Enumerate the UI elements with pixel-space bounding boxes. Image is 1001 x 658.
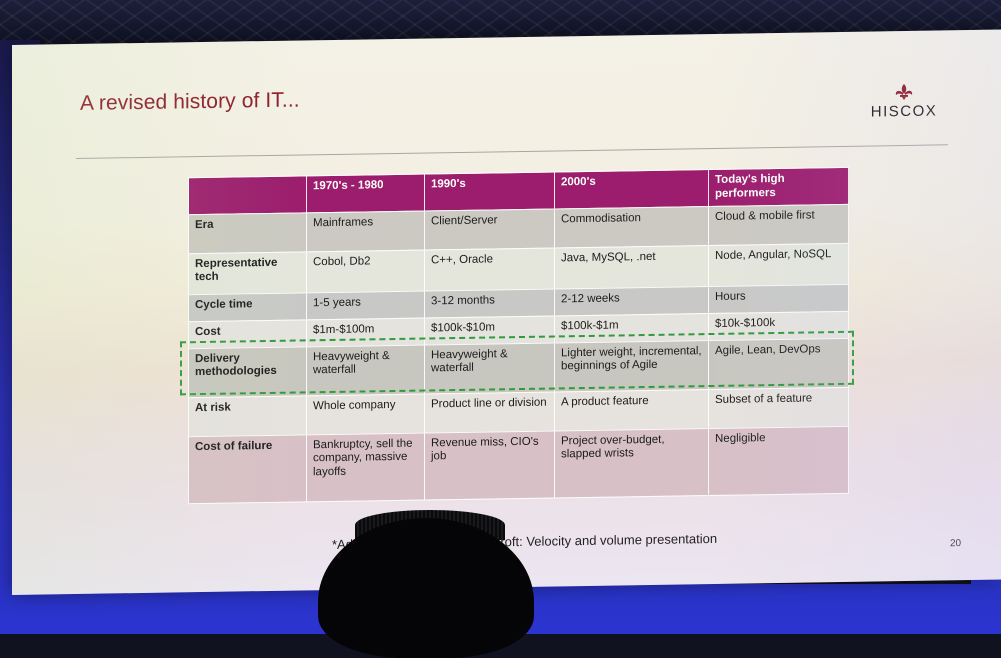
table-cell: 1-5 years [306,290,425,320]
projection-screen: A revised history of IT... HISCOX 1970's… [12,29,1001,596]
column-header: Today's high performers [708,167,849,207]
table-cell: Bankruptcy, sell the company, massive la… [306,432,425,502]
column-header: 1970's - 1980 [306,174,425,213]
table-cell: 3-12 months [424,288,555,318]
row-label: Cycle time [188,292,307,322]
table-cell: Commodisation [554,206,709,248]
header-corner [188,175,307,215]
page-number: 20 [950,538,962,550]
column-header: 2000's [554,169,709,209]
table-cell: Negligible [708,425,849,496]
row-label: At risk [188,395,307,437]
table-cell: C++, Oracle [424,247,555,291]
slide-title: A revised history of IT... [80,88,300,115]
table-cell: Cloud & mobile first [708,203,849,246]
table-cell: Revenue miss, CIO's job [424,430,555,500]
brand-name: HISCOX [870,102,938,121]
table-cell: Product line or division [424,391,555,433]
brand-logo: HISCOX [854,82,954,121]
table-cell: 2-12 weeks [554,286,709,316]
table-cell: Client/Server [424,208,555,250]
table-cell: Hours [708,283,849,314]
fleur-de-lis-icon [895,83,913,100]
table-row: Cost of failure Bankruptcy, sell the com… [188,425,849,504]
row-label: Era [188,212,307,254]
title-divider [76,144,948,159]
table-cell: Subset of a feature [708,386,849,429]
column-header: 1990's [424,171,555,211]
row-label: Representative tech [188,251,307,295]
table-cell: Cobol, Db2 [306,249,425,293]
table-cell: A product feature [554,389,709,431]
table-cell: Whole company [306,393,425,435]
table-cell: Java, MySQL, .net [554,245,709,289]
table-cell: Mainframes [306,210,425,252]
table-cell: Node, Angular, NoSQL [708,242,849,287]
delivery-highlight-box [180,330,854,396]
row-label: Cost of failure [188,434,307,504]
table-cell: Project over-budget, slapped wrists [554,428,709,498]
